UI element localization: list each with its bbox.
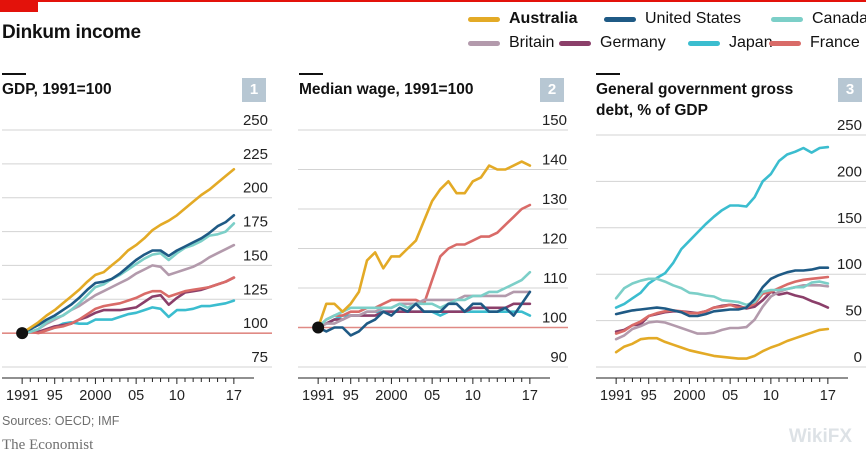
brand-red-tag [0,0,38,12]
y-tick-label: 225 [243,146,268,163]
x-tick-label: 1991 [600,388,632,404]
watermark: WikiFX [788,426,852,447]
x-tick-label: 2000 [79,388,111,404]
y-tick-label: 175 [243,214,268,231]
legend-item-france: France [769,34,860,52]
y-tick-label: 125 [243,281,268,298]
x-tick-label: 95 [47,388,63,404]
y-tick-label: 120 [542,231,567,248]
legend-swatch-france [769,40,801,46]
series-line-canada [614,277,830,307]
legend-label-australia: Australia [509,10,578,27]
x-tick-label: 10 [465,388,481,404]
x-tick-label: 17 [226,388,242,404]
legend-label-united-states: United States [645,10,742,27]
legend-label-canada: Canada [812,10,866,27]
y-tick-label: 110 [543,270,567,287]
series-line-france [614,275,830,335]
series-line-britain [316,290,532,329]
y-tick-label: 200 [837,163,862,180]
panel-1: 75 100 125 150 175 200 225 250 1991 95 2000 05 10 17 [2,112,272,404]
y-tick-label: 100 [542,310,567,327]
legend-swatch-britain [468,40,500,46]
series-line-canada [316,270,532,329]
series-line-united-states [20,214,236,335]
y-tick-label: 150 [837,210,862,227]
panel-3-title: General government gross debt, % of GDP [596,81,794,119]
y-tick-label: 150 [243,247,268,264]
legend-item-united-states: United States [604,10,741,28]
legend-label-germany: Germany [600,34,666,51]
x-tick-label: 10 [763,388,779,404]
series-line-germany [614,290,830,334]
x-tick-label: 17 [820,388,836,404]
y-tick-label: 140 [542,152,567,169]
legend-label-britain: Britain [509,34,555,51]
panel-3: 0 50 100 150 200 250 1991 95 2000 05 10 17 [596,117,866,404]
y-tick-label: 150 [542,112,567,129]
legend-item-britain: Britain [468,34,554,52]
series-line-australia [316,160,532,329]
x-tick-label: 2000 [375,388,407,404]
start-point-dot [16,327,29,340]
panel-3-header-rule [596,73,620,75]
series-line-united-states [614,266,830,318]
legend-item-germany: Germany [559,34,666,52]
panel-2-title: Median wage, 1991=100 [299,81,474,98]
series-line-united-states [316,290,532,337]
legend-swatch-japan [688,40,720,46]
panel-1-header-rule [2,73,26,75]
y-tick-label: 0 [854,349,862,366]
series-line-britain [614,283,830,341]
y-tick-label: 130 [542,191,567,208]
x-tick-label: 1991 [6,388,38,404]
series-line-japan [614,145,830,309]
legend-swatch-united-states [604,16,636,22]
chart-title: Dinkum income [2,22,141,43]
panel-2: 90 100 110 120 130 140 150 1991 95 2000 05 10 17 [298,112,568,404]
panel-3-number: 3 [838,78,862,102]
x-tick-label: 05 [128,388,144,404]
legend-item-australia: Australia [468,10,577,28]
y-tick-label: 200 [243,180,268,197]
series-line-france [20,276,236,335]
panel-2-number: 2 [540,78,564,102]
y-tick-label: 75 [251,349,268,366]
brand-wordmark: The Economist [2,437,94,453]
legend-item-canada: Canada [771,10,866,28]
y-tick-label: 50 [845,303,862,320]
legend-label-france: France [810,34,860,51]
x-tick-label: 1991 [302,388,334,404]
series-line-australia [614,327,830,360]
panel-1-number: 1 [242,78,266,102]
y-tick-label: 250 [243,112,268,129]
legend-swatch-germany [559,40,591,46]
panel-2-header-rule [299,73,323,75]
legend-label-japan: Japan [729,34,773,51]
series-line-japan [316,310,532,329]
x-tick-label: 2000 [673,388,705,404]
x-tick-label: 95 [343,388,359,404]
x-tick-label: 05 [722,388,738,404]
y-tick-label: 90 [550,349,567,366]
x-tick-label: 05 [424,388,440,404]
y-tick-label: 100 [837,256,862,273]
series-line-australia [20,168,236,335]
start-point-dot [312,321,325,334]
top-rule [0,0,866,2]
legend-swatch-australia [468,16,500,22]
series-line-germany [20,276,236,335]
legend-swatch-canada [771,16,803,22]
source-note: Sources: OECD; IMF [2,414,120,428]
y-tick-label: 250 [837,117,862,134]
x-tick-label: 95 [641,388,657,404]
series-line-canada [20,222,236,335]
legend-item-japan: Japan [688,34,773,52]
x-tick-label: 17 [522,388,538,404]
y-tick-label: 100 [243,315,268,332]
panel-1-title: GDP, 1991=100 [2,81,112,98]
x-tick-label: 10 [169,388,185,404]
